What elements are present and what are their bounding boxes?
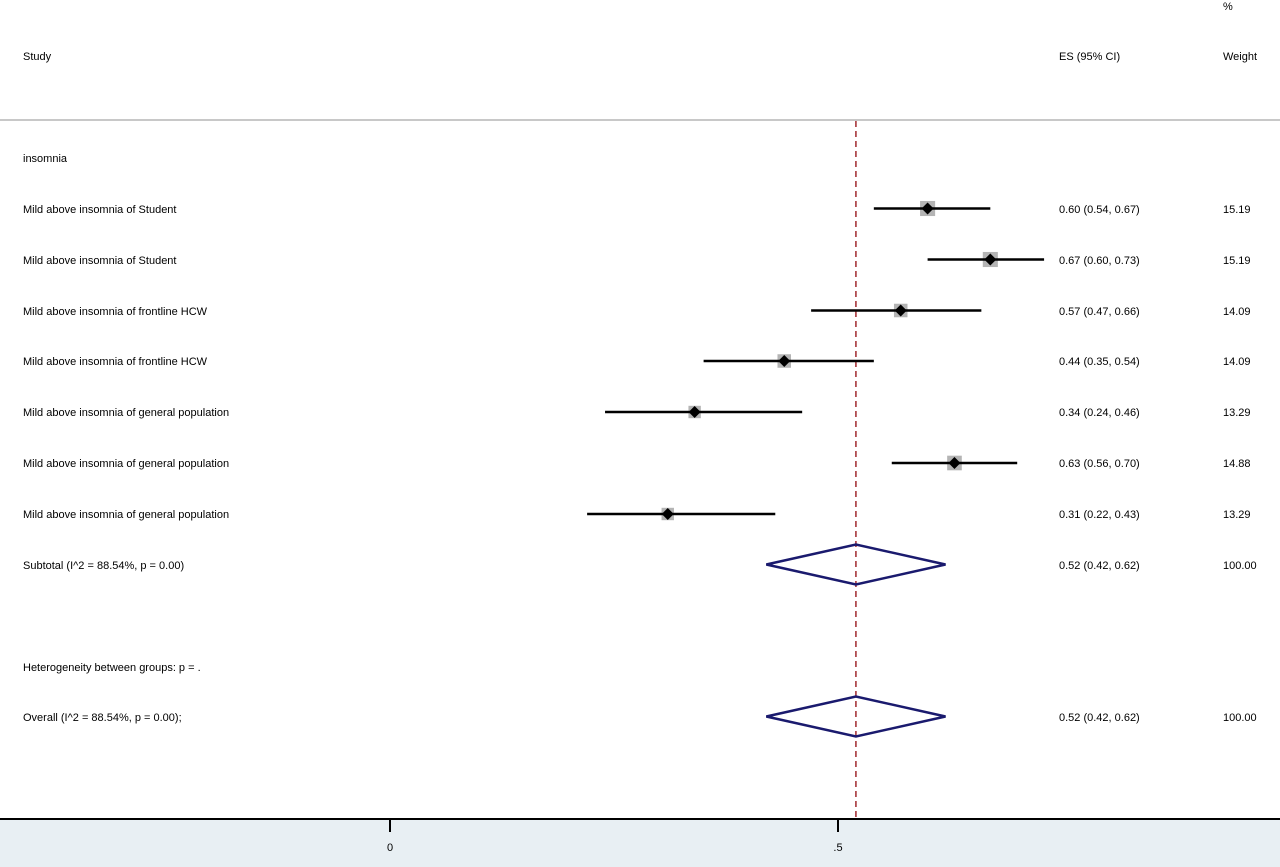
study-weight: 14.09 [1223,306,1251,318]
point-estimate-marker [778,355,791,367]
study-label: Mild above insomnia of frontline HCW [23,306,208,318]
point-estimate-marker [661,508,674,520]
study-es-text: 0.44 (0.35, 0.54) [1059,356,1140,368]
overall-diamond [766,695,946,738]
study-weight: 15.19 [1223,204,1251,216]
es-column-header: ES (95% CI) [1059,51,1121,63]
study-label: Mild above insomnia of general populatio… [23,509,230,521]
study-column-header: Study [23,51,52,63]
x-tick-label: 0 [387,842,393,854]
study-es-text: 0.67 (0.60, 0.73) [1059,255,1140,267]
header-divider [0,119,1280,121]
overall-label: Overall (I^2 = 88.54%, p = 0.00); [23,712,182,724]
x-tick-label: .5 [833,842,842,854]
point-estimate-marker [948,457,961,469]
overall-weight: 100.00 [1223,712,1257,724]
study-es-text: 0.57 (0.47, 0.66) [1059,306,1140,318]
study-label: Mild above insomnia of general populatio… [23,407,230,419]
study-weight: 15.19 [1223,255,1251,267]
study-weight: 14.09 [1223,356,1251,368]
point-estimate-marker [688,406,701,418]
point-estimate-marker [921,202,934,215]
heterogeneity-label: Heterogeneity between groups: p = . [23,662,201,674]
overall-es-text: 0.52 (0.42, 0.62) [1059,712,1140,724]
point-estimate-marker [984,253,997,266]
study-label: Mild above insomnia of general populatio… [23,458,230,470]
study-label: Mild above insomnia of Student [23,255,177,267]
study-es-text: 0.63 (0.56, 0.70) [1059,458,1140,470]
study-weight: 14.88 [1223,458,1251,470]
subtotal-diamond [766,543,946,586]
group-label: insomnia [23,153,68,165]
study-es-text: 0.60 (0.54, 0.67) [1059,204,1140,216]
weight-header-percent: % [1223,1,1233,13]
study-weight: 13.29 [1223,407,1251,419]
weight-column-header: Weight [1223,51,1258,63]
study-es-text: 0.31 (0.22, 0.43) [1059,509,1140,521]
study-es-text: 0.34 (0.24, 0.46) [1059,407,1140,419]
x-axis-panel [0,818,1280,867]
subtotal-label: Subtotal (I^2 = 88.54%, p = 0.00) [23,560,185,572]
study-weight: 13.29 [1223,509,1251,521]
study-label: Mild above insomnia of frontline HCW [23,356,208,368]
point-estimate-marker [894,304,907,317]
subtotal-es-text: 0.52 (0.42, 0.62) [1059,560,1140,572]
study-label: Mild above insomnia of Student [23,204,177,216]
subtotal-weight: 100.00 [1223,560,1257,572]
